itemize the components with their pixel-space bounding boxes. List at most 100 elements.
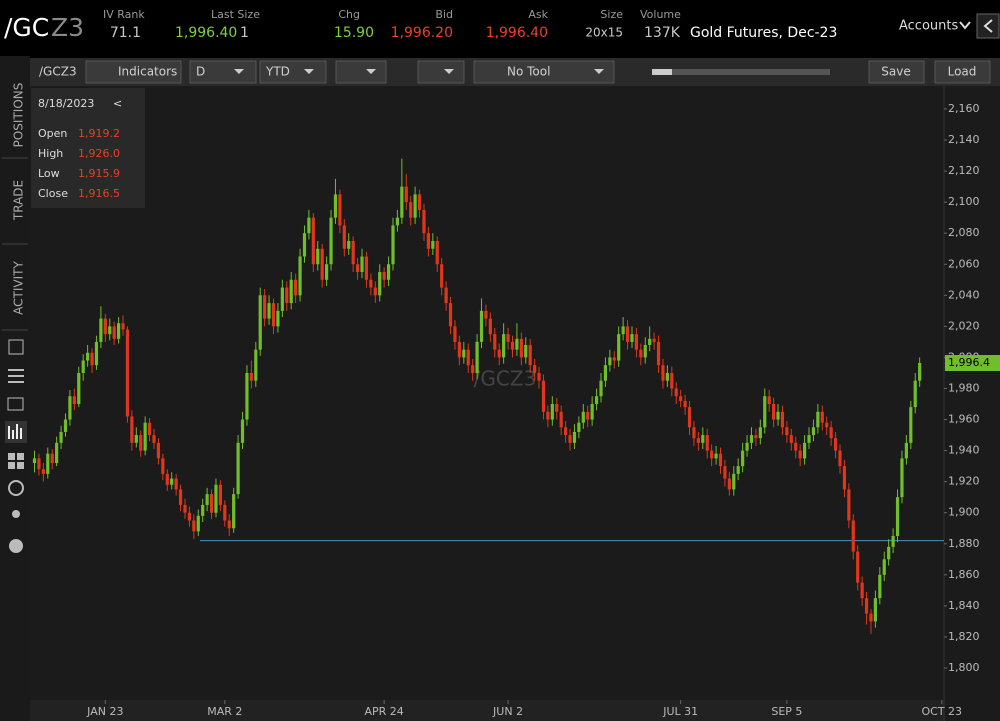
indicators-btn[interactable]: [85, 60, 182, 84]
chart-bg: [30, 86, 1000, 721]
candle-body: [183, 504, 187, 513]
candle-body: [612, 357, 616, 361]
info-value: 1,915.9: [78, 167, 120, 180]
icon[interactable]: [8, 453, 24, 469]
range: YTD: [265, 65, 290, 79]
candle-body: [249, 372, 253, 381]
tab[interactable]: TRADE: [12, 180, 26, 221]
info-value: 1,926.0: [78, 147, 120, 160]
x-tick-label: OCT 23: [922, 705, 963, 718]
icon[interactable]: [12, 510, 20, 518]
collapse-icon: [983, 19, 993, 33]
zoom-thumb[interactable]: [652, 69, 672, 75]
candle-body: [245, 372, 249, 420]
candle-body: [670, 372, 674, 389]
candle-body: [440, 264, 444, 288]
load-btn[interactable]: [934, 60, 991, 84]
y-tick-label: 2,100: [948, 195, 980, 208]
icon[interactable]: [9, 539, 23, 553]
candle-body: [776, 411, 780, 420]
candle-body: [625, 326, 630, 342]
candle-body: [325, 264, 329, 280]
aggregation: D: [196, 65, 205, 79]
candle-body: [373, 287, 377, 296]
candle-body: [320, 248, 324, 280]
y-tick-label: 2,160: [948, 102, 980, 115]
tab[interactable]: ACTIVITY: [12, 261, 26, 315]
candle-body: [471, 365, 475, 373]
candle-body: [187, 512, 192, 521]
candle-body: [409, 202, 413, 218]
y-tick-label: 1,960: [948, 413, 980, 426]
candle-body: [586, 411, 590, 420]
icon[interactable]: [7, 397, 24, 411]
accounts[interactable]: Accounts: [899, 19, 958, 34]
candle-body: [714, 453, 718, 459]
header-bg: [0, 0, 1000, 56]
candle-body: [749, 435, 754, 443]
candle-body: [258, 295, 262, 350]
candle-body: [316, 248, 320, 265]
candle-body: [665, 372, 669, 381]
candle-body: [895, 497, 900, 537]
crosshair-select[interactable]: [417, 60, 465, 84]
candle-body: [887, 546, 891, 560]
watermark: /GCZ3: [474, 367, 537, 391]
icon[interactable]: [8, 480, 24, 496]
candle-body: [156, 442, 161, 459]
candle-body: [147, 422, 152, 436]
candle-body: [727, 478, 731, 490]
candle-body: [904, 442, 908, 459]
aggregation-select[interactable]: [189, 60, 257, 84]
accounts-caret[interactable]: [959, 21, 971, 30]
style-select[interactable]: [335, 60, 387, 84]
tab[interactable]: POSITIONS: [12, 83, 26, 148]
candle-body: [342, 225, 346, 249]
candle-body: [165, 473, 169, 485]
x-axis-bg: [30, 700, 945, 721]
candle-body: [333, 194, 338, 218]
y-tick-label: 2,120: [948, 164, 980, 177]
zoom-slider[interactable]: [652, 69, 830, 75]
y-tick-label: 2,020: [948, 319, 980, 332]
candle-body: [466, 349, 470, 366]
range-select[interactable]: [259, 60, 327, 84]
last-size-label: Last Size: [211, 8, 260, 21]
info-value: 1,916.5: [78, 187, 120, 200]
candle-body: [41, 469, 45, 474]
description: Gold Futures, Dec-23: [690, 25, 837, 41]
volume: 137K: [644, 25, 681, 41]
candle-body: [811, 427, 816, 436]
candle-body: [276, 310, 280, 327]
candle-body: [568, 435, 572, 443]
candle-body: [125, 329, 130, 417]
candle-body: [475, 341, 479, 373]
candle-body: [856, 551, 860, 583]
tool-select[interactable]: [473, 60, 615, 84]
candle-body: [617, 334, 621, 361]
candle-body: [209, 494, 214, 513]
candle-body: [32, 458, 37, 464]
candle-body: [873, 598, 878, 622]
collapse-btn[interactable]: [976, 13, 1000, 39]
candle-body: [267, 303, 271, 319]
info-box: [31, 88, 145, 208]
y-tick-label: 1,840: [948, 599, 980, 612]
candle-body: [802, 442, 807, 459]
last-price-label: 1,996.4: [948, 356, 990, 369]
icon[interactable]: [8, 369, 24, 383]
size: 20x15: [585, 26, 623, 40]
candle-body: [369, 279, 373, 288]
candle-body: [391, 225, 395, 265]
candle-body: [223, 504, 227, 521]
info-collapse[interactable]: <: [113, 97, 122, 110]
x-tick-label: JUL 31: [662, 705, 698, 718]
x-tick-label: MAR 2: [207, 705, 242, 718]
candle-body: [736, 466, 740, 474]
candle-body: [338, 194, 342, 226]
candle-body: [718, 453, 723, 467]
candle-body: [528, 345, 532, 366]
save-btn[interactable]: [868, 60, 925, 84]
icon[interactable]: [8, 339, 24, 355]
volume-label: Volume: [640, 8, 681, 21]
